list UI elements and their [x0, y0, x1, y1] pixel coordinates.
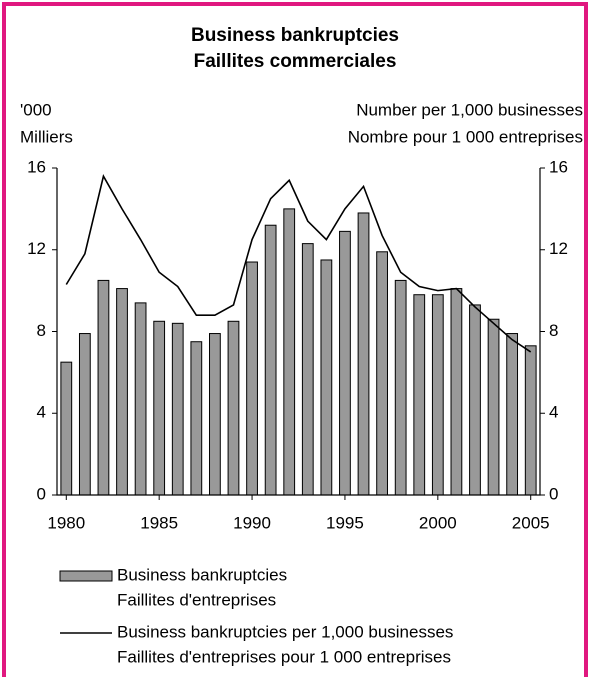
bar — [60, 361, 73, 496]
y-tick-label: 12 — [27, 239, 46, 258]
y-tick-label: 4 — [37, 403, 46, 422]
y2-tick-label: 0 — [549, 484, 558, 503]
x-tick-label: 1985 — [140, 513, 178, 532]
bar — [283, 208, 296, 496]
bar — [413, 294, 426, 496]
bar — [376, 251, 388, 496]
y-axis-label: '000 — [20, 100, 52, 119]
bar — [209, 333, 221, 496]
y-tick-label: 16 — [27, 157, 46, 176]
bar — [320, 259, 333, 496]
y2-axis-label: Number per 1,000 businesses — [356, 100, 583, 119]
y-axis-label: Milliers — [20, 127, 73, 146]
bar — [116, 288, 128, 496]
bar — [134, 302, 147, 496]
bar — [264, 224, 277, 496]
y-tick-label: 8 — [37, 321, 46, 340]
bar — [431, 294, 444, 496]
bar — [487, 318, 500, 496]
x-tick-label: 1980 — [47, 513, 85, 532]
bar — [246, 261, 258, 496]
legend-label: Business bankruptcies per 1,000 business… — [117, 622, 453, 641]
bar — [227, 320, 240, 496]
y2-tick-label: 12 — [549, 239, 568, 258]
axes — [56, 168, 541, 496]
y-tick-label: 0 — [37, 484, 46, 503]
bar — [339, 230, 351, 496]
bar — [153, 320, 166, 496]
legend-label: Faillites d'entreprises — [117, 590, 276, 609]
bar — [171, 322, 184, 496]
y2-axis-label: Nombre pour 1 000 entreprises — [348, 127, 583, 146]
line — [65, 174, 532, 353]
bar — [450, 288, 463, 496]
legend-label: Faillites d'entreprises pour 1 000 entre… — [117, 647, 451, 666]
x-tick-label: 1990 — [233, 513, 271, 532]
x-tick-label: 2000 — [419, 513, 457, 532]
x-tick-label: 2005 — [512, 513, 550, 532]
chart-subtitle: Faillites commerciales — [194, 51, 397, 72]
bar — [524, 345, 537, 496]
bar — [301, 243, 314, 496]
x-tick-label: 1995 — [326, 513, 364, 532]
bar — [190, 341, 203, 496]
bar — [469, 304, 481, 496]
bar — [357, 212, 370, 496]
y2-tick-label: 8 — [549, 321, 558, 340]
y2-tick-label: 16 — [549, 157, 568, 176]
chart-title: Business bankruptcies — [191, 25, 399, 46]
bar — [506, 333, 519, 496]
legend-swatch — [59, 570, 113, 582]
legend-label: Business bankruptcies — [117, 565, 287, 584]
bar — [394, 279, 407, 496]
bar — [97, 279, 110, 496]
y2-tick-label: 4 — [549, 403, 558, 422]
bar — [78, 333, 91, 496]
